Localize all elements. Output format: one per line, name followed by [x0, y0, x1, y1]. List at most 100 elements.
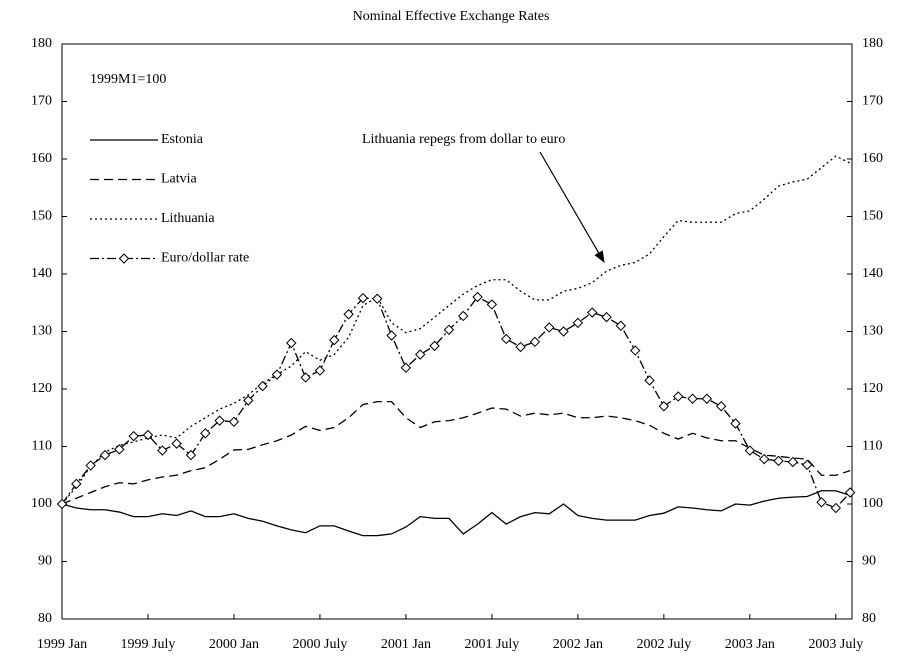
data-point [658, 401, 670, 412]
data-point [629, 345, 641, 356]
data-point [128, 430, 139, 442]
data-point [142, 429, 154, 441]
data-point [501, 333, 512, 345]
x-tick-label: 2001 Jan [381, 637, 431, 652]
series-line [61, 155, 851, 505]
data-point [672, 391, 684, 402]
annotation-arrow [539, 151, 605, 264]
legend-label: Euro/dollar rate [161, 251, 249, 266]
data-point [99, 449, 111, 461]
y-tick-label: 130 [31, 324, 52, 339]
data-point [343, 309, 354, 320]
data-point [801, 459, 813, 471]
data-point [443, 324, 455, 335]
data-point [429, 340, 440, 352]
data-point [71, 478, 82, 490]
y-tick-label: 140 [31, 266, 52, 281]
data-point [486, 299, 498, 310]
y2-tick-label: 170 [862, 94, 883, 109]
data-point [314, 365, 326, 376]
x-tick-label: 2003 Jan [725, 637, 775, 652]
y-tick-label: 80 [38, 611, 52, 626]
data-point [415, 349, 426, 360]
data-point [529, 336, 541, 348]
y2-tick-label: 100 [862, 496, 883, 511]
data-point [544, 322, 555, 333]
data-point [515, 341, 526, 353]
data-point [472, 291, 483, 303]
y2-tick-label: 80 [862, 611, 876, 626]
x-tick-label: 2002 Jan [553, 637, 603, 652]
x-tick-label: 2000 July [293, 637, 348, 652]
index-note: 1999M1=100 [90, 72, 166, 87]
x-tick-label: 2000 Jan [209, 637, 259, 652]
data-point [271, 369, 283, 380]
data-point [844, 487, 856, 498]
y2-tick-label: 150 [862, 209, 883, 224]
data-point [644, 375, 655, 386]
y-tick-label: 100 [31, 496, 52, 511]
y2-tick-label: 140 [862, 266, 883, 281]
data-point [758, 453, 770, 465]
y-tick-label: 90 [38, 554, 52, 569]
y2-tick-label: 110 [862, 439, 882, 454]
data-point [830, 502, 842, 514]
data-point [587, 307, 598, 318]
plot-frame [61, 43, 853, 620]
x-tick-label: 2003 July [808, 637, 863, 652]
data-point [773, 455, 784, 467]
data-point [558, 326, 569, 337]
x-tick-label: 1999 Jan [37, 637, 87, 652]
data-point [787, 456, 799, 468]
y2-tick-label: 90 [862, 554, 876, 569]
legend-label: Lithuania [161, 211, 215, 226]
y-tick-label: 170 [31, 94, 52, 109]
data-point [816, 497, 827, 508]
data-point [114, 444, 125, 455]
data-point [286, 337, 297, 349]
series-line [61, 490, 851, 537]
data-point [687, 393, 698, 404]
y-tick-label: 110 [32, 439, 52, 454]
y2-tick-label: 160 [862, 151, 883, 166]
series-line [61, 401, 851, 505]
data-point [157, 445, 168, 456]
data-point [372, 293, 383, 304]
legend-label: Latvia [161, 172, 198, 187]
data-point [400, 362, 412, 373]
data-point [85, 460, 96, 471]
data-point [386, 330, 397, 341]
data-point [744, 445, 756, 456]
annotation: Lithuania repegs from dollar to euro [362, 132, 565, 147]
chart-title: Nominal Effective Exchange Rates [353, 9, 550, 24]
data-point [357, 292, 369, 304]
y-tick-label: 120 [31, 381, 52, 396]
data-point [200, 428, 211, 439]
y-tick-label: 160 [31, 151, 52, 166]
data-point [615, 320, 627, 331]
x-tick-label: 1999 July [121, 637, 176, 652]
data-point [601, 311, 612, 323]
x-tick-label: 2002 July [636, 637, 691, 652]
data-point [715, 401, 727, 412]
series-line [61, 296, 851, 509]
data-point [171, 438, 182, 449]
data-point [257, 380, 268, 392]
data-point [185, 449, 197, 461]
legend-marker [118, 253, 130, 264]
y-tick-label: 180 [31, 36, 52, 51]
data-point [243, 395, 254, 406]
data-point [300, 372, 311, 383]
y2-tick-label: 120 [862, 381, 883, 396]
x-tick-label: 2001 July [464, 637, 519, 652]
y2-tick-label: 180 [862, 36, 883, 51]
data-point [329, 334, 340, 346]
data-point [730, 418, 741, 429]
data-point [214, 415, 225, 426]
data-point [572, 317, 584, 329]
data-point [56, 498, 68, 510]
y2-tick-label: 130 [862, 324, 883, 339]
legend-label: Estonia [161, 132, 204, 147]
y-tick-label: 150 [31, 209, 52, 224]
